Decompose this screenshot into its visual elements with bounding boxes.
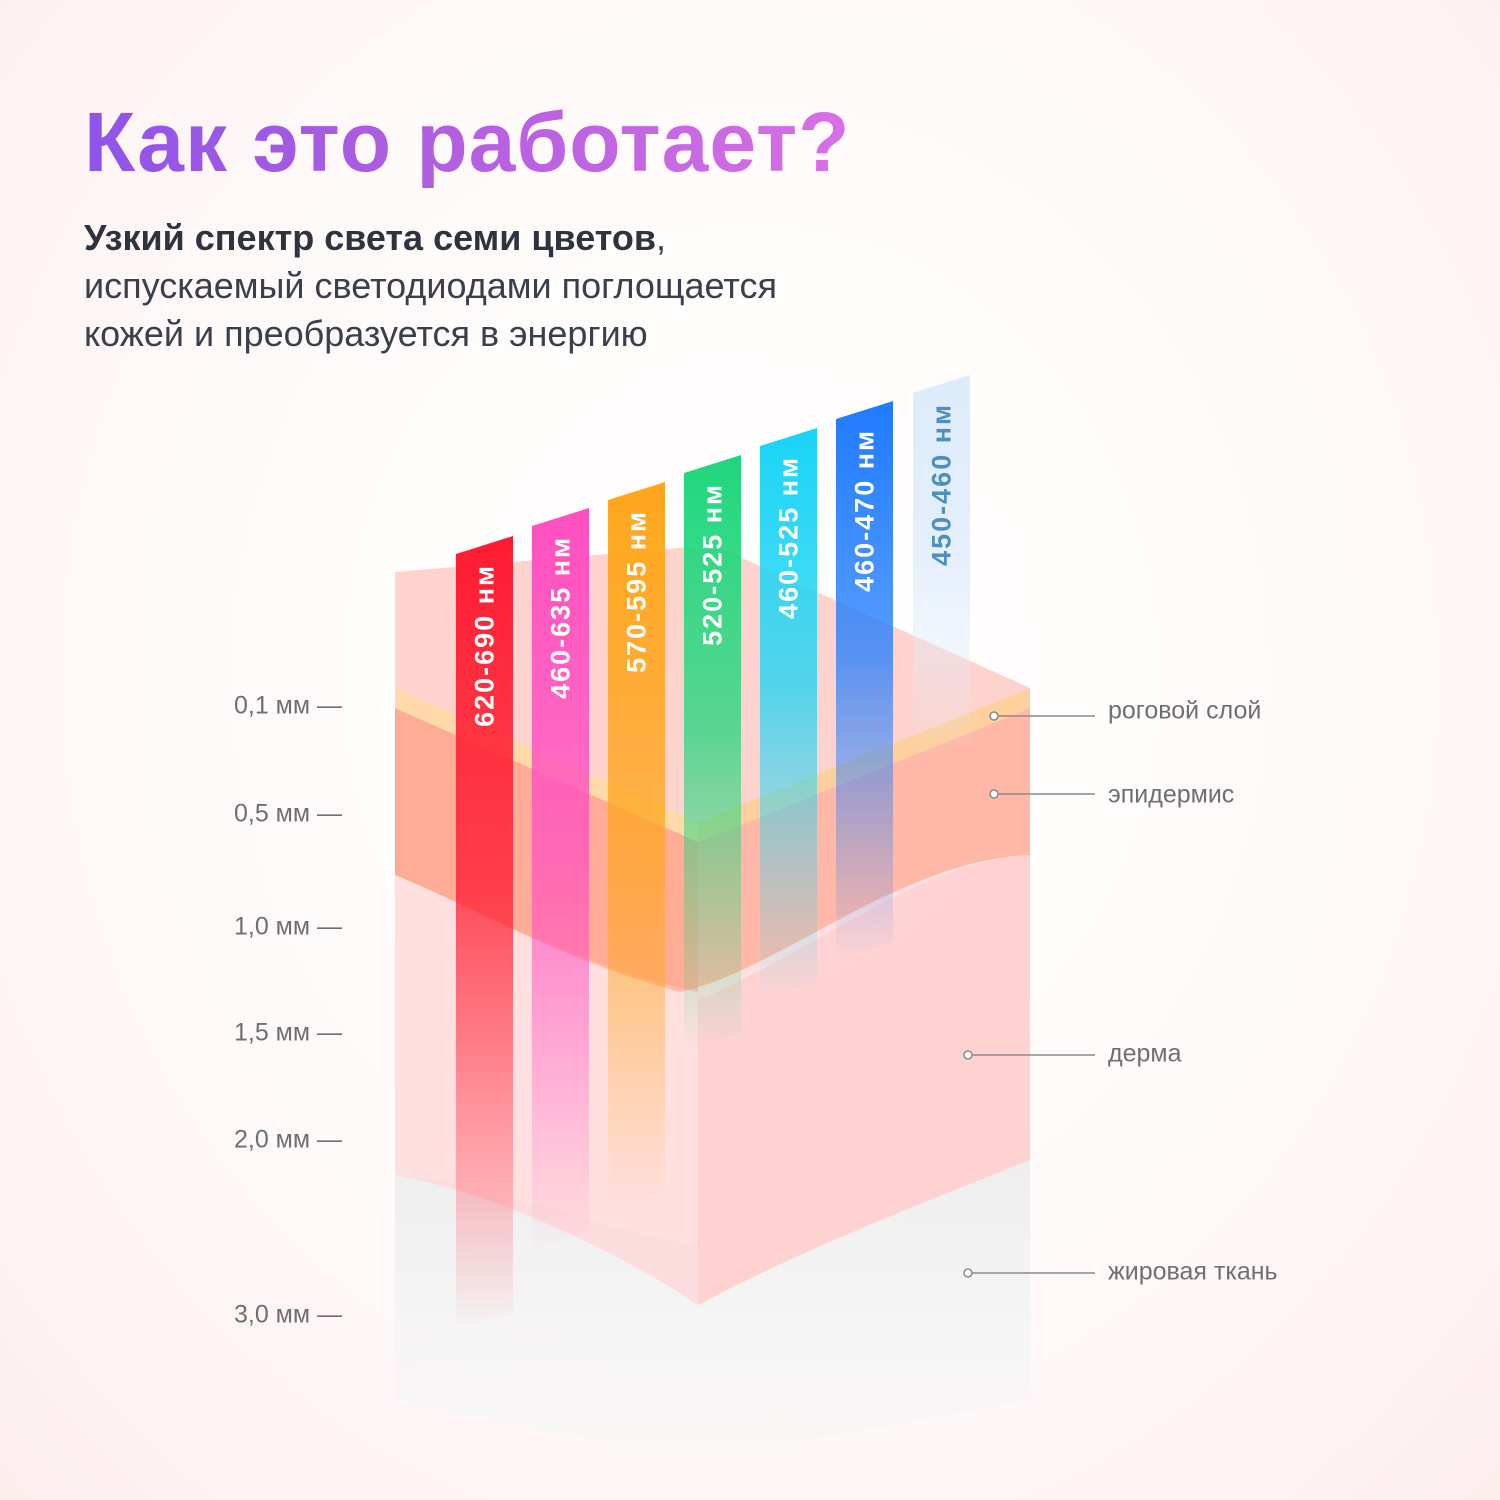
light-beam-2	[532, 508, 589, 1250]
subtitle-bold: Узкий спектр света семи цветов	[84, 217, 657, 258]
light-beam-label-4: 520-525 нм	[698, 483, 728, 646]
depth-label-1-5: 1,5 мм —	[233, 1018, 342, 1047]
light-beam-1	[456, 536, 513, 1330]
light-beam-5	[760, 428, 817, 1000]
page-title: Как это работает?	[84, 95, 851, 189]
light-beam-7	[913, 375, 970, 760]
depth-label-2-0: 2,0 мм —	[233, 1125, 342, 1154]
layer-label-stratum-corneum: роговой слой	[1108, 696, 1262, 725]
light-beam-label-3: 570-595 нм	[622, 510, 652, 673]
light-beam-label-2: 460-635 нм	[546, 536, 576, 699]
depth-label-0-5: 0,5 мм —	[233, 799, 342, 828]
layer-label-epidermis: эпидермис	[1108, 780, 1235, 809]
light-beam-label-1: 620-690 нм	[470, 564, 500, 727]
light-beam-3	[608, 482, 665, 1210]
light-beam-label-6: 460-470 нм	[850, 429, 880, 592]
light-beam-4	[684, 455, 741, 1050]
light-beams: 620-690 нм 460-635 нм 570-595 нм 520-525 нм…	[456, 375, 970, 1330]
subtitle: Узкий спектр света семи цветов, испускае…	[84, 214, 984, 358]
depth-label-1-0: 1,0 мм —	[233, 912, 342, 941]
depth-label-0-1: 0,1 мм —	[233, 691, 342, 720]
callout-epidermis	[989, 789, 1095, 799]
subtitle-comma: ,	[656, 217, 667, 258]
callout-fat	[963, 1268, 1095, 1278]
light-beam-6	[836, 401, 893, 960]
callout-stratum-corneum	[989, 711, 1095, 721]
subtitle-line-3: кожей и преобразуется в энергию	[84, 313, 648, 354]
light-beam-label-7: 450-460 нм	[927, 403, 957, 566]
callout-dermis	[963, 1050, 1095, 1060]
depth-label-3-0: 3,0 мм —	[233, 1300, 342, 1329]
layer-label-dermis: дерма	[1108, 1039, 1182, 1068]
subtitle-line-2: испускаемый светодиодами поглощается	[84, 265, 777, 306]
layer-label-fat: жировая ткань	[1108, 1257, 1278, 1286]
subtitle-line-1: Узкий спектр света семи цветов,	[84, 214, 984, 262]
light-beam-label-5: 460-525 нм	[774, 456, 804, 619]
